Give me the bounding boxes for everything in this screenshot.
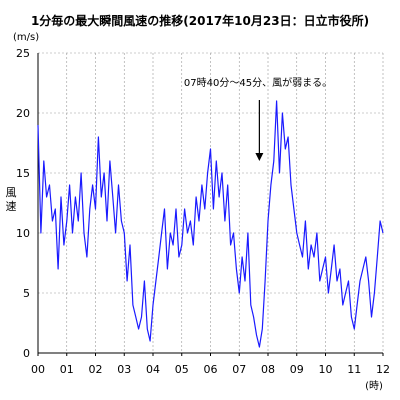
x-tick-label: 08 [261, 363, 275, 376]
x-tick-label: 03 [117, 363, 131, 376]
x-axis-unit: (時) [365, 380, 383, 392]
chart-title: 1分毎の最大瞬間風速の推移(2017年10月23日：日立市役所) [31, 13, 369, 28]
y-tick-label: 25 [16, 47, 30, 60]
x-ticks: 00 01 02 03 04 05 06 07 08 09 10 11 12 [31, 353, 390, 376]
y-axis-label: 風速 [6, 186, 17, 213]
x-tick-label: 02 [89, 363, 103, 376]
y-tick-label: 0 [23, 347, 30, 360]
x-tick-label: 09 [290, 363, 304, 376]
x-tick-label: 10 [319, 363, 333, 376]
y-tick-label: 15 [16, 167, 30, 180]
x-tick-label: 00 [31, 363, 45, 376]
x-tick-label: 05 [175, 363, 189, 376]
series-line [37, 100, 384, 348]
x-tick-label: 07 [232, 363, 246, 376]
y-tick-label: 20 [16, 107, 30, 120]
annotation-text: 07時40分～45分、風が弱まる。 [184, 76, 332, 89]
y-tick-label: 10 [16, 227, 30, 240]
y-axis-label-char: 風 [6, 186, 17, 199]
grid [37, 52, 384, 354]
y-axis-label-char: 速 [6, 200, 17, 213]
y-ticks: 0 5 10 15 20 25 [16, 47, 30, 360]
series-layer [37, 100, 384, 348]
y-axis-unit: (m/s) [13, 32, 39, 43]
annotation: 07時40分～45分、風が弱まる。 [184, 76, 332, 161]
y-tick-label: 5 [23, 287, 30, 300]
x-tick-label: 11 [347, 363, 361, 376]
x-tick-label: 12 [376, 363, 390, 376]
x-tick-label: 01 [60, 363, 74, 376]
x-tick-label: 04 [146, 363, 160, 376]
annotation-arrow-head [255, 153, 264, 161]
x-tick-label: 06 [204, 363, 218, 376]
